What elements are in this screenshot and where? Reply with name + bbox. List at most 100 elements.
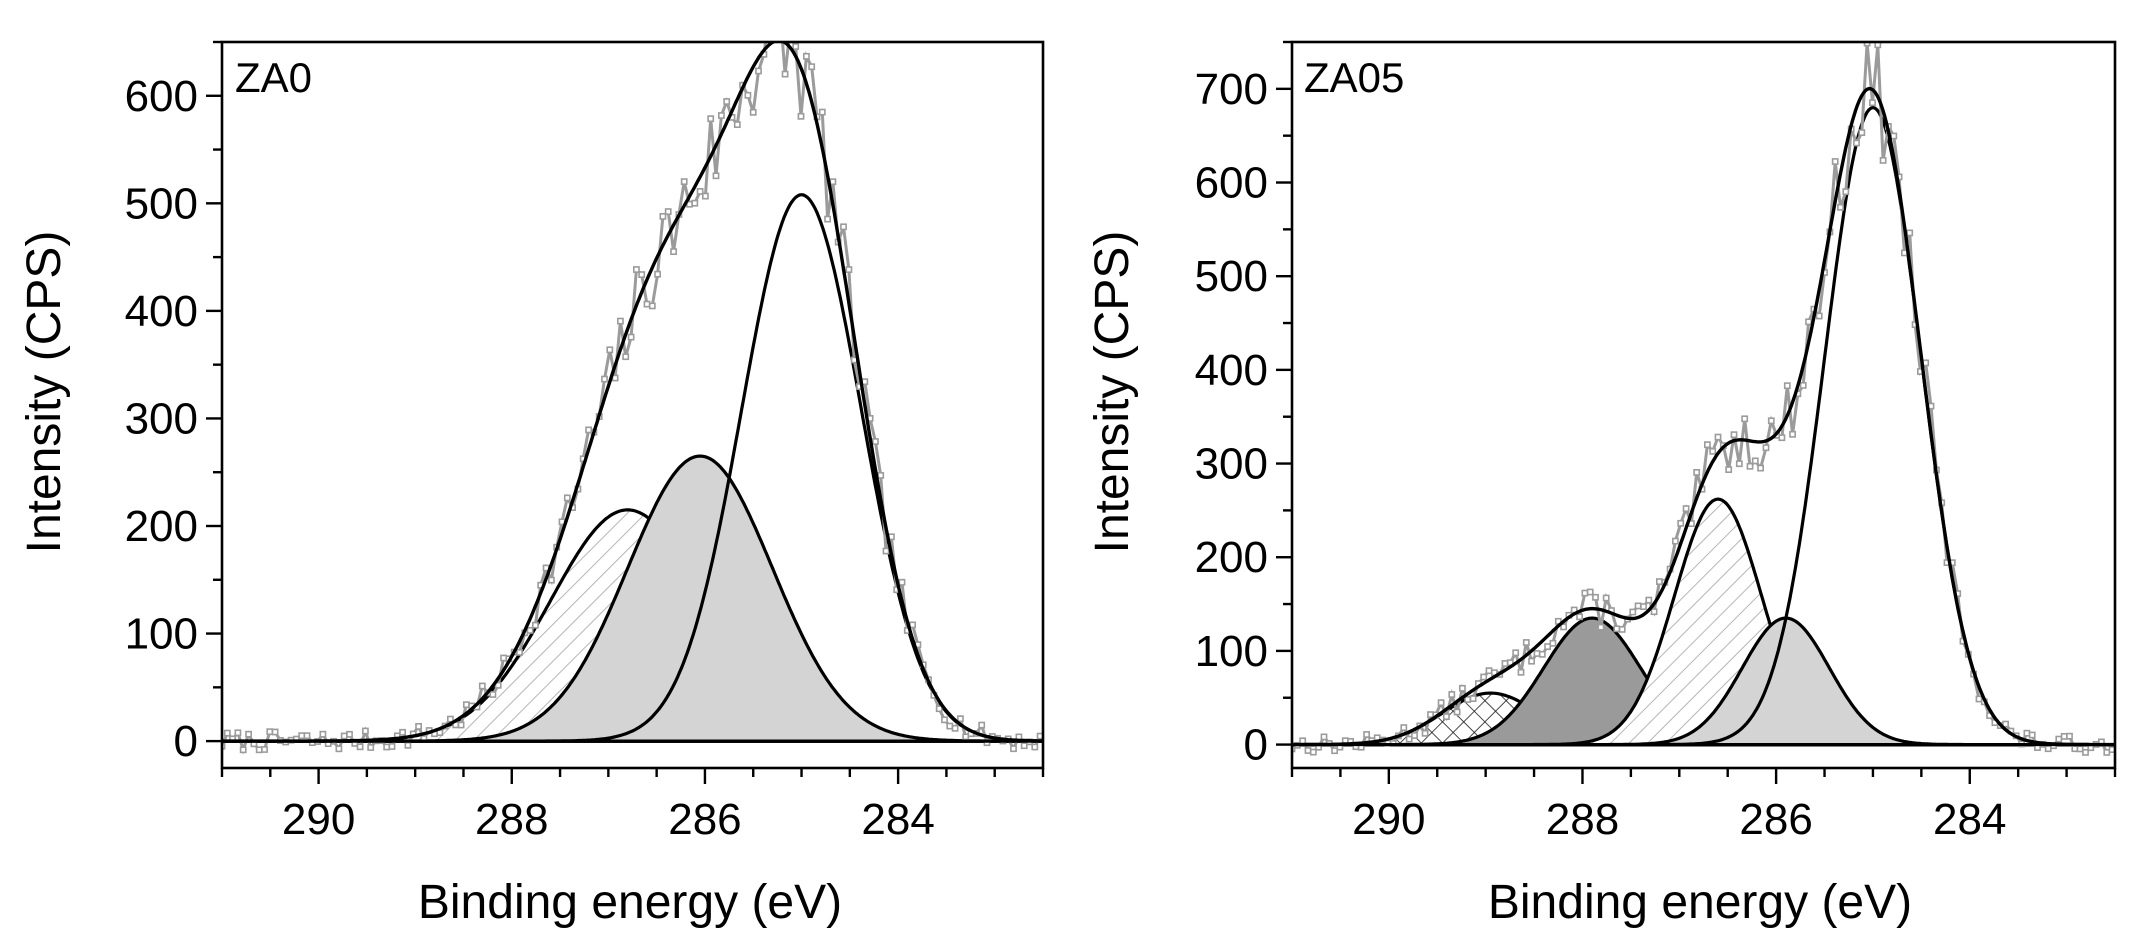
y-axis-title: Intensity (CPS): [1086, 231, 1139, 554]
data-point: [1309, 748, 1317, 756]
data-point: [1789, 430, 1796, 438]
panel-label: ZA0: [235, 54, 312, 101]
data-point: [1704, 441, 1711, 449]
data-point: [266, 728, 274, 736]
y-tick-label: 100: [125, 610, 198, 659]
y-tick-label: 0: [1244, 721, 1268, 770]
data-point: [361, 727, 369, 735]
data-point: [585, 426, 592, 434]
data-point: [818, 108, 826, 116]
x-axis-title: Binding energy (eV): [1488, 876, 1912, 929]
data-point: [1544, 643, 1551, 650]
data-point: [1629, 608, 1637, 616]
data-point: [1853, 139, 1860, 147]
y-tick-label: 100: [1195, 627, 1268, 676]
data-point: [946, 722, 954, 730]
data-point: [840, 223, 847, 231]
data-point: [1656, 578, 1663, 585]
data-point: [2060, 732, 2068, 740]
data-point: [632, 266, 640, 273]
data-point: [255, 746, 263, 754]
data-point: [1672, 537, 1679, 545]
data-point: [2028, 731, 2036, 739]
data-point: [691, 199, 699, 207]
data-point: [1730, 431, 1738, 439]
data-point: [772, 0, 777, 2]
x-tick-label: 290: [1352, 795, 1425, 844]
data-point: [1693, 468, 1701, 476]
data-point: [781, 70, 789, 78]
data-point: [1411, 732, 1418, 739]
x-axis-title: Binding energy (eV): [418, 876, 842, 929]
data-point: [1592, 593, 1599, 601]
data-point: [1869, 99, 1876, 107]
data-point: [670, 248, 677, 255]
panel-za0: 290 288 286 284 0 100 200 300 400 500 600 ZA0 Bind…: [18, 0, 1045, 929]
y-tick-label: 300: [1195, 440, 1268, 489]
data-point: [1448, 691, 1456, 698]
data-point: [1459, 684, 1466, 692]
data-point: [871, 438, 879, 445]
data-point: [2071, 745, 2079, 753]
data-point: [744, 91, 752, 99]
data-point: [298, 732, 306, 740]
plot-area: 290 288 286 284 0 100 200 300 400 500 600 700: [1195, 40, 2117, 844]
data-point: [415, 722, 422, 730]
data-point: [978, 721, 986, 729]
data-point: [1842, 188, 1850, 196]
plot-content: [222, 0, 1043, 755]
data-point: [1906, 229, 1914, 237]
data-point: [2002, 720, 2009, 728]
data-point: [1586, 588, 1594, 596]
data-point: [1533, 650, 1541, 657]
data-point: [1453, 708, 1461, 716]
data-point: [1443, 713, 1450, 720]
data-point: [941, 716, 948, 724]
data-point: [2066, 732, 2073, 740]
data-point: [1427, 711, 1434, 718]
data-point: [516, 648, 523, 656]
data-point: [319, 730, 327, 738]
data-point: [563, 494, 571, 502]
y-tick-label: 300: [125, 394, 198, 443]
data-point: [788, 24, 793, 29]
fit-component-2: [222, 454, 1043, 743]
data-point: [335, 745, 343, 753]
data-point: [1799, 381, 1807, 389]
plot-content: [1292, 42, 2115, 756]
data-point: [824, 215, 831, 223]
data-point: [489, 691, 497, 698]
data-point: [898, 578, 906, 586]
data-point: [367, 744, 375, 751]
data-point: [2076, 745, 2084, 753]
data-point: [1714, 433, 1722, 441]
data-point: [1363, 731, 1370, 738]
data-point: [1597, 623, 1605, 631]
data-point: [717, 112, 725, 119]
data-point: [383, 743, 391, 751]
data-point: [356, 743, 364, 751]
x-tick-label: 284: [1933, 795, 2006, 844]
data-point: [531, 621, 539, 629]
data-point: [707, 115, 715, 123]
data-point: [547, 576, 555, 584]
data-point: [2023, 729, 2031, 737]
data-point: [1581, 589, 1589, 597]
data-point: [1831, 158, 1839, 165]
data-point: [1576, 613, 1583, 621]
data-point: [1469, 695, 1477, 702]
y-tick-label: 500: [125, 179, 198, 228]
data-point: [877, 471, 885, 479]
data-point: [1640, 603, 1647, 610]
data-point: [723, 98, 731, 105]
data-point: [638, 271, 646, 278]
data-point: [1858, 129, 1866, 136]
y-tick-label: 0: [174, 717, 198, 766]
data-point: [1613, 625, 1621, 633]
plot-frame: [220, 40, 1045, 770]
data-point: [494, 681, 502, 689]
data-point: [223, 729, 231, 737]
data-point: [935, 705, 943, 713]
data-point: [882, 547, 890, 555]
